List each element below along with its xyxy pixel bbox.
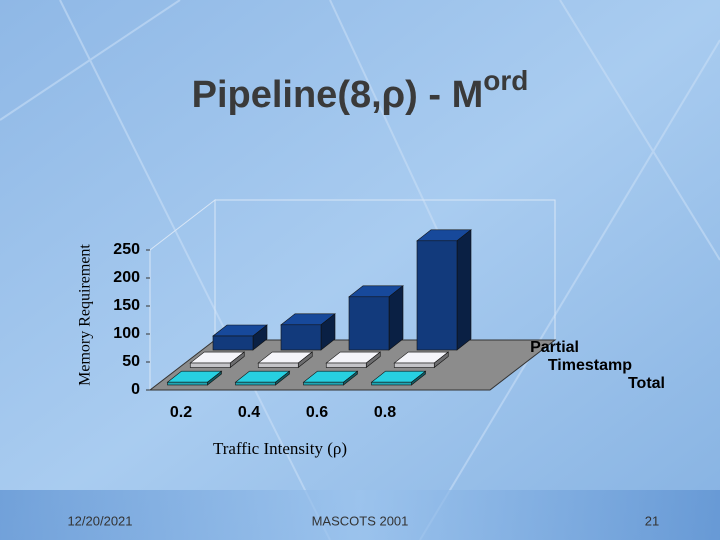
- bar: [302, 370, 359, 386]
- bar: [325, 351, 382, 369]
- legend-label: Total: [628, 375, 665, 392]
- bar: [416, 229, 472, 351]
- bar: [393, 351, 450, 369]
- y-axis-label: Memory Requirement: [77, 244, 94, 386]
- bar-side: [388, 285, 404, 351]
- bar-front: [393, 362, 435, 368]
- bar: [212, 324, 268, 351]
- bar-front: [348, 296, 390, 351]
- footer-band: [0, 490, 720, 540]
- y-tick-label: 200: [113, 269, 140, 286]
- x-tick-label: 0.6: [306, 404, 328, 421]
- bar-side: [456, 229, 472, 351]
- y-tick-label: 50: [122, 353, 140, 370]
- bar-front: [371, 381, 412, 386]
- bar: [348, 285, 404, 351]
- bar-front: [325, 362, 367, 368]
- y-tick-label: 250: [113, 241, 140, 258]
- legend-label: Timestamp: [548, 357, 632, 374]
- x-axis-label: Traffic Intensity (ρ): [213, 439, 347, 458]
- chart-title: Pipeline(8,ρ) - Mord: [192, 65, 529, 116]
- y-tick-label: 150: [113, 297, 140, 314]
- plot: 0 50 100 150 200 250 0.2 0.4 0.6 0.8 PartialTimest…: [113, 198, 665, 421]
- footer-center: MASCOTS 2001: [312, 513, 409, 528]
- x-tick-label: 0.2: [170, 404, 192, 421]
- bar-front: [303, 381, 344, 386]
- x-tick-label: 0.8: [374, 404, 396, 421]
- y-tick-label: 100: [113, 325, 140, 342]
- bar-front: [212, 335, 254, 351]
- x-tick-label: 0.4: [238, 404, 260, 421]
- bar: [189, 351, 246, 369]
- bar: [166, 370, 223, 386]
- bar: [257, 351, 314, 369]
- bar-front: [189, 362, 231, 368]
- footer-date: 12/20/2021: [67, 513, 132, 528]
- bar-front: [280, 324, 322, 351]
- bar: [234, 370, 291, 386]
- bar-front: [416, 240, 458, 351]
- y-tick-label: 0: [131, 381, 140, 398]
- legend-label: Partial: [530, 339, 579, 356]
- bar: [280, 313, 336, 351]
- bar: [370, 370, 427, 386]
- footer-page: 21: [645, 513, 659, 528]
- bar-front: [167, 381, 208, 386]
- bar-front: [235, 381, 276, 386]
- bar-front: [257, 362, 299, 368]
